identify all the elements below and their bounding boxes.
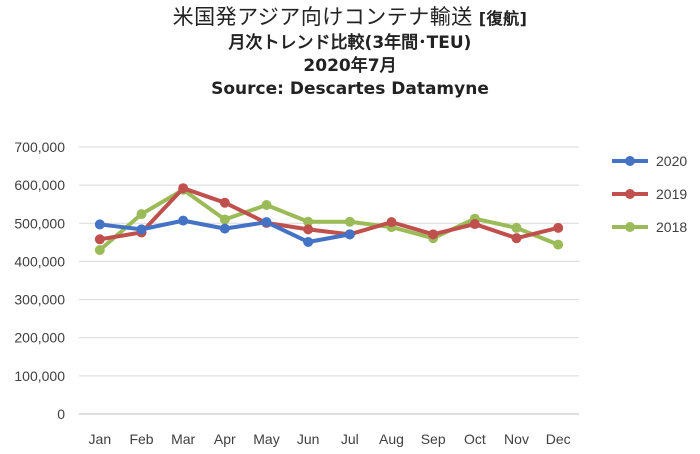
- legend-swatch-marker: [625, 222, 635, 232]
- data-point: [94, 234, 105, 245]
- x-tick-label: Dec: [546, 431, 571, 447]
- chart-date: 2020年7月: [303, 56, 397, 76]
- y-tick-label: 700,000: [14, 139, 65, 155]
- chart-titles: 米国発アジア向けコンテナ輸送 [復航] 月次トレンド比較(3年間･TEU) 202…: [0, 4, 700, 101]
- x-axis-ticks: Jan Feb Mar Apr May Jun Jul Aug Sep Oct Nov Dec: [89, 431, 571, 447]
- legend-item-2018: 2018: [612, 219, 687, 235]
- series-line: [97, 186, 561, 242]
- x-tick-label: Aug: [379, 431, 404, 447]
- chart-title-tag: [復航]: [478, 9, 528, 28]
- series-2018: [94, 184, 564, 255]
- data-point: [469, 219, 480, 230]
- data-point: [94, 219, 105, 230]
- y-tick-label: 300,000: [14, 292, 65, 308]
- gridlines: [79, 146, 579, 415]
- chart-title-text: 米国発アジア向けコンテナ輸送: [172, 5, 473, 29]
- series-line: [97, 187, 561, 252]
- x-tick-label: Oct: [464, 431, 486, 447]
- series-2020: [94, 215, 355, 247]
- data-point: [178, 183, 189, 194]
- data-point: [136, 224, 147, 235]
- data-point: [553, 239, 564, 250]
- data-point: [178, 215, 189, 226]
- legend-item-2019: 2019: [612, 186, 687, 202]
- x-tick-label: Jan: [89, 431, 112, 447]
- series-2019: [94, 183, 564, 245]
- chart-subtitle: 月次トレンド比較(3年間･TEU): [228, 33, 472, 53]
- y-tick-label: 500,000: [14, 215, 65, 231]
- data-point: [344, 229, 355, 240]
- data-point: [261, 199, 272, 210]
- x-tick-label: Apr: [214, 431, 236, 447]
- legend-swatch-marker: [625, 156, 635, 166]
- x-tick-label: Jul: [341, 431, 359, 447]
- data-point: [428, 229, 439, 240]
- y-tick-label: 0: [57, 406, 65, 422]
- x-tick-label: Mar: [171, 431, 195, 447]
- series-lines: [94, 183, 564, 255]
- data-point: [344, 216, 355, 227]
- y-tick-label: 100,000: [14, 368, 65, 384]
- legend-label: 2018: [656, 219, 687, 235]
- data-point: [511, 222, 522, 233]
- data-point: [386, 217, 397, 228]
- data-point: [553, 222, 564, 233]
- data-point: [136, 209, 147, 220]
- data-point: [303, 236, 314, 247]
- legend-item-2020: 2020: [612, 153, 687, 169]
- chart-source: Source: Descartes Datamyne: [211, 79, 489, 99]
- y-tick-label: 400,000: [14, 253, 65, 269]
- data-point: [219, 223, 230, 234]
- legend-swatch-marker: [625, 189, 635, 199]
- x-tick-label: Sep: [421, 431, 446, 447]
- data-point: [303, 216, 314, 227]
- y-tick-label: 600,000: [14, 177, 65, 193]
- x-tick-label: Feb: [129, 431, 153, 447]
- data-point: [219, 214, 230, 225]
- data-point: [261, 217, 272, 228]
- data-point: [511, 233, 522, 244]
- legend-label: 2020: [656, 153, 687, 169]
- data-point: [94, 244, 105, 255]
- data-point: [303, 224, 314, 235]
- x-tick-label: May: [253, 431, 279, 447]
- x-tick-label: Jun: [297, 431, 320, 447]
- x-tick-label: Nov: [504, 431, 529, 447]
- legend-label: 2019: [656, 186, 687, 202]
- chart-title: 米国発アジア向けコンテナ輸送 [復航]: [0, 4, 700, 32]
- y-tick-label: 200,000: [14, 330, 65, 346]
- y-axis-ticks: 0 100,000 200,000 300,000 400,000 500,000 600,…: [14, 139, 65, 422]
- legend: 2020 2019 2018: [612, 153, 687, 235]
- data-point: [219, 197, 230, 208]
